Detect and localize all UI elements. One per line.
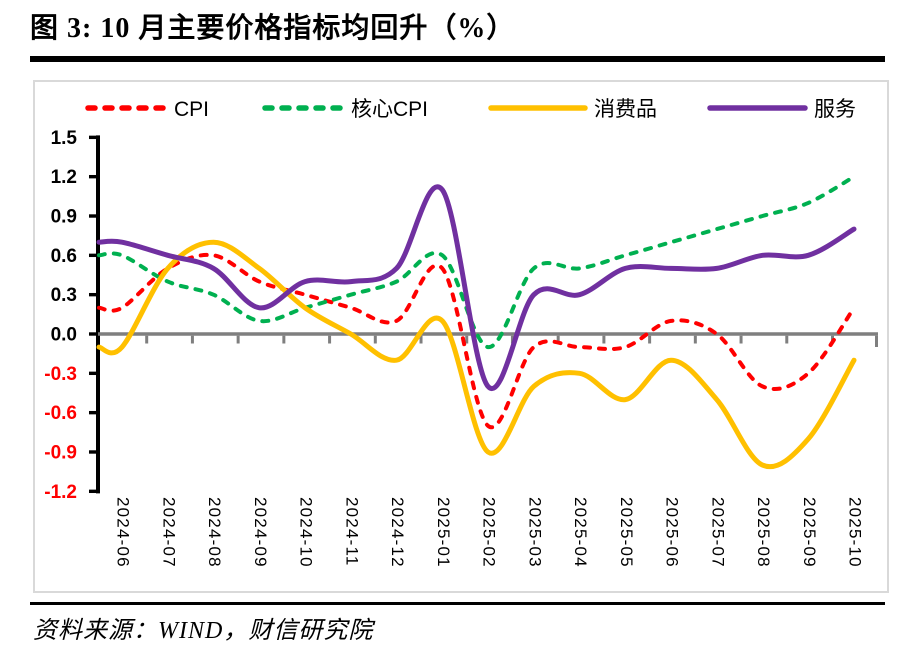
legend-label: 消费品 [594,98,657,121]
y-tick-label: 0.0 [51,325,77,346]
x-tick-label: 2025-05 [617,497,636,568]
x-tick-label: 2025-07 [708,497,727,568]
footer-divider [30,602,885,605]
legend-label: 核心CPI [351,98,428,121]
x-tick-label: 2024-06 [114,497,133,568]
legend-item-消费品: 消费品 [488,98,657,121]
y-tick-label: 1.2 [51,167,77,188]
x-tick-label: 2025-06 [663,497,682,568]
x-tick-label: 2024-08 [205,497,224,568]
x-tick-label: 2024-12 [388,497,407,568]
x-tick-label: 2025-08 [754,497,773,568]
zero-line [98,332,878,347]
series-line-核心CPI [97,174,856,350]
title-divider [30,56,885,62]
y-tick-label: -0.9 [44,442,77,463]
legend-label: CPI [174,98,209,121]
line-chart: CPI 核心CPI 消费品 服务 1.5 1.2 0.9 0.6 0.3 0.0 -0.3 -0.6 -… [33,80,889,593]
x-tick-label: 2024-07 [159,497,178,568]
x-tick-label: 2025-04 [571,497,590,568]
x-tick-label: 2025-03 [525,497,544,568]
legend-item-服务: 服务 [707,98,856,121]
series-line-消费品 [96,239,857,470]
chart-border [33,80,889,593]
y-tick-label: -0.6 [44,403,77,424]
x-tick-label: 2025-09 [800,497,819,568]
y-tick-label: -0.3 [44,364,77,385]
x-tick-label: 2024-09 [251,497,270,568]
x-tick-label: 2024-11 [342,497,361,567]
series-line-服务 [96,184,857,392]
y-tick-label: 1.5 [51,128,78,149]
legend-item-核心CPI: 核心CPI [262,98,428,121]
y-tick-label: 0.3 [51,285,77,306]
x-axis-labels: 2024-06 2024-07 2024-08 2024-09 2024-10 2024-… [114,497,865,568]
x-tick-label: 2024-10 [297,497,316,568]
figure-title: 图 3: 10 月主要价格指标均回升（%） [30,13,516,44]
legend-item-CPI: CPI [85,98,209,121]
source-note: 资料来源：WIND，财信研究院 [33,618,374,644]
y-tick-label: -1.2 [44,482,77,503]
y-tick-label: 0.9 [51,207,77,228]
x-tick-label: 2025-01 [434,497,453,568]
x-tick-label: 2025-10 [846,497,865,568]
legend-label: 服务 [814,98,856,121]
y-axis: 1.5 1.2 0.9 0.6 0.3 0.0 -0.3 -0.6 -0.9 -1.2 [44,128,100,503]
y-tick-label: 0.6 [51,246,77,267]
chart-frame: CPI 核心CPI 消费品 服务 1.5 1.2 0.9 0.6 0.3 0.0 -0.3 -0.6 -… [33,80,889,593]
legend: CPI 核心CPI 消费品 服务 [85,98,856,121]
x-tick-label: 2025-02 [480,497,499,568]
